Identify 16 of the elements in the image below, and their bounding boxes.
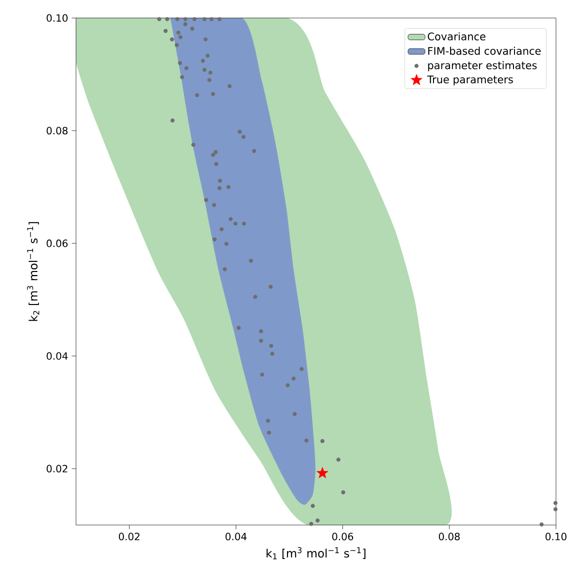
text: k$_{2}$ [m$^{3}$ mol$^{−1}$ s$^{−1}$]: [27, 222, 40, 321]
y-tick-label: 0.10: [46, 14, 68, 22]
legend-label: Covariance: [428, 32, 486, 40]
x-tick-label: 0.08: [438, 532, 460, 540]
y-tick-label: 0.04: [46, 352, 68, 360]
legend-label: parameter estimates: [428, 61, 537, 72]
legend-label: True parameters: [427, 76, 513, 86]
text: k$_{1}$ [m$^{3}$ mol$^{−1}$ s$^{−1}$]: [266, 547, 366, 560]
legend-label: FIM-based covariance: [428, 46, 541, 55]
x-tick-label: 0.10: [546, 532, 566, 540]
y-tick-label: 0.02: [46, 464, 68, 472]
y-tick-label: 0.06: [46, 240, 68, 248]
x-tick-label: 0.06: [332, 532, 354, 540]
x-tick-label: 0.04: [226, 532, 247, 540]
y-tick-label: 0.08: [46, 126, 68, 134]
x-tick-label: 0.02: [118, 532, 140, 540]
